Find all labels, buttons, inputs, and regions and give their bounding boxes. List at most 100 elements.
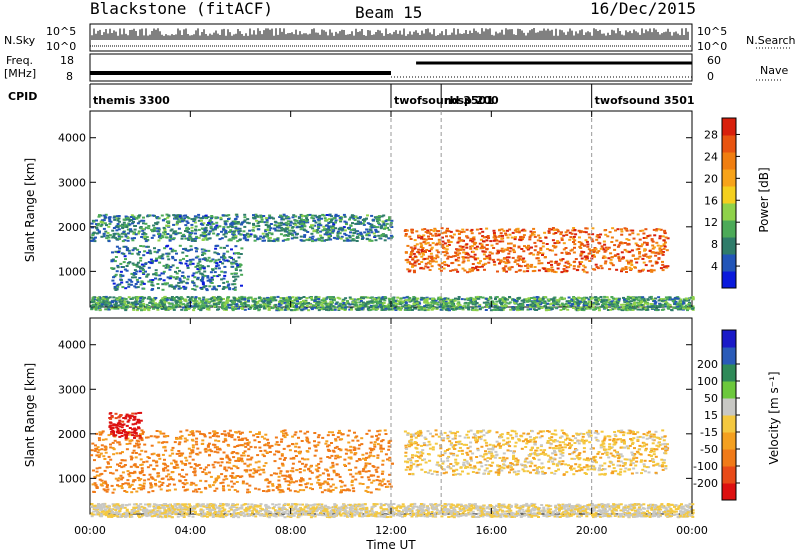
- data-point: [295, 297, 299, 300]
- data-point: [542, 302, 546, 304]
- data-point: [207, 249, 211, 252]
- data-point: [296, 300, 299, 303]
- data-point: [201, 283, 205, 286]
- data-point: [175, 223, 179, 226]
- data-point: [526, 248, 530, 251]
- data-point: [426, 229, 430, 232]
- data-point: [511, 307, 515, 310]
- data-point: [113, 285, 117, 288]
- data-point: [648, 296, 652, 299]
- data-point: [511, 298, 514, 301]
- data-point: [171, 255, 175, 258]
- data-point: [315, 307, 319, 310]
- data-point: [377, 301, 380, 303]
- data-point: [318, 222, 322, 225]
- data-point: [169, 229, 173, 232]
- data-point: [283, 238, 287, 241]
- data-point: [366, 308, 370, 311]
- data-point: [308, 236, 312, 239]
- data-point: [201, 302, 205, 305]
- data-point: [536, 239, 540, 242]
- data-point: [372, 304, 376, 307]
- data-point: [562, 297, 566, 300]
- data-point: [327, 236, 331, 239]
- data-point: [390, 219, 394, 222]
- data-point: [338, 297, 342, 300]
- data-point: [240, 247, 244, 250]
- data-point: [236, 227, 240, 230]
- data-point: [397, 303, 401, 306]
- data-point: [441, 304, 445, 307]
- data-point: [190, 226, 194, 229]
- data-point: [174, 277, 178, 280]
- data-point: [217, 308, 220, 311]
- data-point: [230, 224, 234, 227]
- data-point: [206, 276, 210, 279]
- data-point: [504, 265, 508, 268]
- data-point: [338, 232, 342, 235]
- data-point: [116, 215, 119, 218]
- data-point: [191, 274, 195, 277]
- data-point: [522, 270, 526, 273]
- data-point: [565, 269, 569, 272]
- data-point: [201, 231, 205, 234]
- data-point: [332, 217, 336, 220]
- data-point: [206, 279, 210, 282]
- data-point: [205, 288, 209, 291]
- data-point: [635, 244, 639, 247]
- data-point: [213, 228, 217, 231]
- data-point: [494, 303, 498, 306]
- data-point: [268, 216, 272, 219]
- data-point: [528, 238, 532, 241]
- data-point: [431, 298, 434, 300]
- data-point: [202, 267, 206, 270]
- data-point: [395, 302, 399, 305]
- data-point: [618, 259, 621, 262]
- data-point: [352, 232, 356, 235]
- data-point: [200, 279, 204, 282]
- data-point: [181, 271, 185, 274]
- data-point: [219, 299, 223, 302]
- data-point: [617, 298, 621, 301]
- data-point: [319, 308, 323, 310]
- data-point: [309, 226, 313, 229]
- data-point: [302, 223, 306, 226]
- data-point: [303, 307, 307, 310]
- data-point: [498, 240, 502, 243]
- data-point: [691, 307, 694, 310]
- data-point: [247, 222, 251, 225]
- data-point: [488, 254, 492, 257]
- data-point: [690, 306, 694, 309]
- data-point: [213, 251, 217, 254]
- data-point: [376, 302, 380, 305]
- data-point: [456, 249, 460, 252]
- data-point: [132, 307, 136, 310]
- data-point: [441, 245, 445, 248]
- data-point: [144, 233, 148, 236]
- data-point: [351, 215, 355, 218]
- data-point: [420, 296, 424, 299]
- data-point: [421, 251, 424, 253]
- data-point: [594, 248, 598, 251]
- data-point: [643, 249, 646, 252]
- data-point: [237, 256, 241, 259]
- data-point: [469, 247, 473, 250]
- data-point: [507, 256, 511, 259]
- data-point: [231, 220, 235, 223]
- data-point: [370, 214, 374, 217]
- data-point: [365, 217, 368, 220]
- data-point: [151, 284, 155, 287]
- data-point: [206, 216, 210, 219]
- data-point: [131, 249, 135, 252]
- data-point: [417, 236, 421, 239]
- nsky-label: N.Sky: [4, 34, 36, 47]
- data-point: [285, 297, 289, 300]
- data-point: [125, 224, 129, 227]
- data-point: [160, 234, 164, 237]
- data-point: [381, 308, 385, 311]
- data-point: [357, 222, 361, 225]
- data-point: [402, 296, 406, 299]
- data-point: [320, 299, 324, 302]
- data-point: [434, 257, 437, 260]
- data-point: [235, 213, 239, 216]
